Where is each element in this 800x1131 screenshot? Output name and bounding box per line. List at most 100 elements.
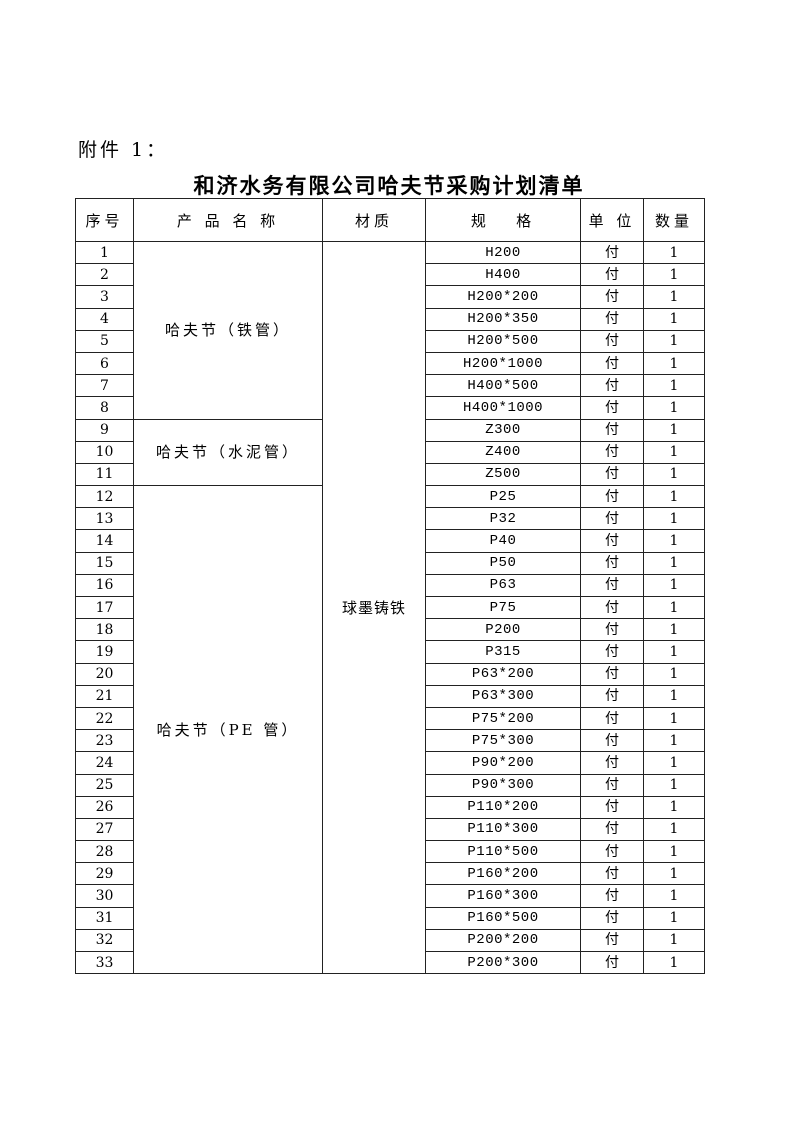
- unit-cell: 付: [580, 840, 644, 864]
- row-number: 31: [75, 906, 134, 930]
- unit-cell: 付: [580, 884, 644, 908]
- product-name-cell: 哈夫节（PE 管）: [133, 485, 323, 975]
- unit-cell: 付: [580, 729, 644, 753]
- unit-cell: 付: [580, 618, 644, 642]
- table-row: 25 P90*300 付 1: [75, 773, 705, 797]
- row-number: 3: [75, 285, 134, 309]
- spec-cell: P75: [425, 595, 581, 620]
- spec-cell: H400*1000: [425, 396, 581, 420]
- row-number: 13: [75, 507, 134, 531]
- qty-cell: 1: [643, 551, 705, 575]
- spec-cell: Z400: [425, 440, 581, 464]
- unit-cell: 付: [580, 928, 644, 953]
- qty-cell: 1: [643, 773, 705, 797]
- row-number: 18: [75, 618, 134, 642]
- table-row: 12 哈夫节（PE 管） P25 付 1: [75, 485, 705, 975]
- unit-cell: 付: [580, 950, 644, 975]
- qty-cell: 1: [643, 573, 705, 598]
- row-number: 8: [75, 396, 134, 420]
- unit-cell: 付: [580, 462, 644, 487]
- spec-cell: P160*300: [425, 884, 581, 908]
- unit-cell: 付: [580, 285, 644, 309]
- table-row: 10 Z400 付 1: [75, 440, 705, 464]
- table-row: 18 P200 付 1: [75, 618, 705, 642]
- table-row: 30 P160*300 付 1: [75, 884, 705, 908]
- unit-cell: 付: [580, 640, 644, 664]
- row-number: 6: [75, 351, 134, 376]
- header-unit: 单 位: [580, 198, 644, 242]
- qty-cell: 1: [643, 285, 705, 309]
- qty-cell: 1: [643, 729, 705, 753]
- product-name-cell: 哈夫节（水泥管）: [133, 418, 323, 487]
- table-row: 1 哈夫节（铁管） 球墨铸铁 H200 付 1: [75, 240, 705, 975]
- attachment-label: 附件 1：: [78, 139, 169, 161]
- unit-cell: 付: [580, 440, 644, 464]
- table-row: 16 P63 付 1: [75, 573, 705, 598]
- unit-cell: 付: [580, 573, 644, 598]
- unit-cell: 付: [580, 263, 644, 287]
- spec-cell: H200*200: [425, 285, 581, 309]
- spec-cell: P63*200: [425, 662, 581, 686]
- row-number: 16: [75, 573, 134, 598]
- header-row: 序号 产 品 名 称 材质 规 格 单 位 数量: [75, 198, 705, 242]
- unit-cell: 付: [580, 240, 644, 265]
- qty-cell: 1: [643, 329, 705, 353]
- unit-cell: 付: [580, 706, 644, 731]
- row-number: 17: [75, 595, 134, 620]
- spec-cell: P110*300: [425, 817, 581, 842]
- qty-cell: 1: [643, 507, 705, 531]
- spec-cell: H400: [425, 263, 581, 287]
- row-number: 5: [75, 329, 134, 353]
- row-number: 2: [75, 263, 134, 287]
- qty-cell: 1: [643, 529, 705, 553]
- qty-cell: 1: [643, 263, 705, 287]
- unit-cell: 付: [580, 307, 644, 331]
- unit-cell: 付: [580, 551, 644, 575]
- spec-cell: P315: [425, 640, 581, 664]
- spec-cell: P75*200: [425, 706, 581, 731]
- spec-cell: H200*350: [425, 307, 581, 331]
- row-number: 9: [75, 418, 134, 442]
- spec-cell: P90*200: [425, 751, 581, 775]
- spec-cell: P40: [425, 529, 581, 553]
- header-spec: 规 格: [425, 198, 581, 242]
- qty-cell: 1: [643, 884, 705, 908]
- qty-cell: 1: [643, 374, 705, 398]
- unit-cell: 付: [580, 351, 644, 376]
- row-number: 1: [75, 240, 134, 265]
- table-row: 27 P110*300 付 1: [75, 817, 705, 842]
- table-row: 15 P50 付 1: [75, 551, 705, 575]
- unit-cell: 付: [580, 862, 644, 886]
- unit-cell: 付: [580, 595, 644, 620]
- spec-cell: P110*200: [425, 795, 581, 819]
- table-row: 4 H200*350 付 1: [75, 307, 705, 331]
- spec-cell: P200*300: [425, 950, 581, 975]
- table-row: 17 P75 付 1: [75, 595, 705, 620]
- spec-cell: P32: [425, 507, 581, 531]
- table-row: 29 P160*200 付 1: [75, 862, 705, 886]
- row-number: 29: [75, 862, 134, 886]
- row-number: 23: [75, 729, 134, 753]
- unit-cell: 付: [580, 485, 644, 509]
- qty-cell: 1: [643, 595, 705, 620]
- header-no: 序号: [75, 198, 134, 242]
- spec-cell: Z300: [425, 418, 581, 442]
- spec-cell: P200*200: [425, 928, 581, 953]
- spec-cell: H200*500: [425, 329, 581, 353]
- unit-cell: 付: [580, 751, 644, 775]
- unit-cell: 付: [580, 529, 644, 553]
- document-title: 和济水务有限公司哈夫节采购计划清单: [193, 173, 585, 198]
- qty-cell: 1: [643, 351, 705, 376]
- table-row: 33 P200*300 付 1: [75, 950, 705, 975]
- row-number: 24: [75, 751, 134, 775]
- qty-cell: 1: [643, 817, 705, 842]
- table-row: 5 H200*500 付 1: [75, 329, 705, 353]
- table-row: 22 P75*200 付 1: [75, 706, 705, 731]
- spec-cell: H200*1000: [425, 351, 581, 376]
- unit-cell: 付: [580, 795, 644, 819]
- unit-cell: 付: [580, 396, 644, 420]
- spec-cell: H200: [425, 240, 581, 265]
- unit-cell: 付: [580, 773, 644, 797]
- spec-cell: P200: [425, 618, 581, 642]
- qty-cell: 1: [643, 418, 705, 442]
